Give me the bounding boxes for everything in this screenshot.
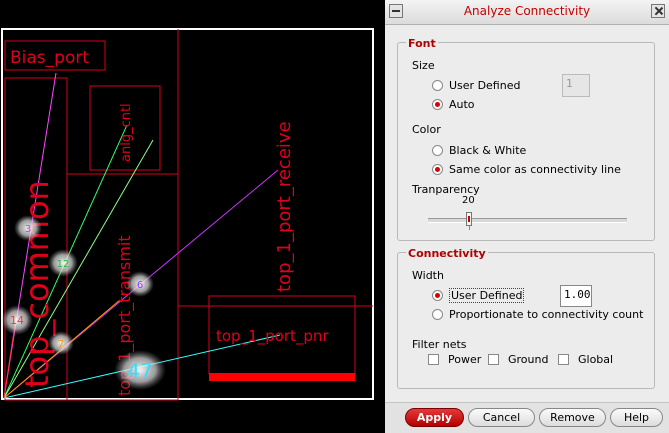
window-menu-icon[interactable] [389,4,403,18]
slider-tick [469,226,470,230]
cancel-button[interactable]: Cancel [468,408,535,427]
filter-power-checkbox[interactable] [428,354,439,365]
width-label: Width [412,269,444,282]
close-icon[interactable] [651,4,665,18]
analyze-connectivity-dialog: Analyze Connectivity Font Size User Defi… [385,0,669,433]
transparency-label: Tranparency [412,183,480,196]
filter-nets-label: Filter nets [412,338,467,351]
width-proportionate-label[interactable]: Proportionate to connectivity count [449,308,644,321]
count-badge-47[interactable]: 47 [114,350,166,390]
filter-power-label[interactable]: Power [448,353,482,366]
filter-global-label[interactable]: Global [578,353,614,366]
size-auto-label[interactable]: Auto [449,98,475,111]
count-badge-7[interactable]: 7 [48,331,74,355]
font-section-title: Font [406,37,438,50]
width-value-field[interactable]: 1.00 [560,285,592,307]
help-button[interactable]: Help [610,408,663,427]
size-user-defined-radio[interactable] [432,80,443,91]
bias-port-box [4,40,106,71]
net-line-lightgreen [3,139,154,399]
dialog-title: Analyze Connectivity [463,4,591,18]
top-transmit-box [66,173,179,401]
transparency-slider-track[interactable] [428,218,627,223]
color-bw-label[interactable]: Black & White [449,144,527,157]
width-user-defined-label[interactable]: User Defined [449,288,525,303]
filter-ground-checkbox[interactable] [488,354,499,365]
font-group: Font Size User Defined 1 Auto Color Blac… [397,37,655,241]
anlg-cntl-box [89,85,161,171]
canvas-frame [1,28,374,400]
color-same-radio[interactable] [432,164,443,175]
count-badge-6[interactable]: 6 [126,271,154,297]
filter-ground-label[interactable]: Ground [508,353,549,366]
connectivity-section-title: Connectivity [406,247,488,260]
count-badge-12[interactable]: 12 [48,249,78,277]
width-user-defined-radio[interactable] [432,290,443,301]
label-bias-port: Bias_port [10,48,89,68]
label-top-common: top_common [18,180,56,388]
transparency-value: 20 [462,195,475,206]
label-top-1-port-receive: top_1_port_receive [274,121,295,292]
size-auto-radio[interactable] [432,99,443,110]
layout-canvas[interactable]: Bias_port anlg_cntl top_1_port_receive t… [0,0,385,433]
count-badge-3[interactable]: 3 [14,215,42,241]
color-same-label[interactable]: Same color as connectivity line [449,163,621,176]
color-bw-radio[interactable] [432,145,443,156]
width-proportionate-radio[interactable] [432,309,443,320]
label-top-1-port-pnr: top_1_port_pnr [216,327,329,346]
filter-global-checkbox[interactable] [558,354,569,365]
label-anlg-cntl: anlg_cntl [119,103,134,162]
size-value-field[interactable]: 1 [562,74,590,97]
apply-button[interactable]: Apply [405,408,464,427]
transparency-slider-thumb[interactable] [466,212,472,226]
layout-view: Bias_port anlg_cntl top_1_port_receive t… [1,28,374,401]
count-badge-14-text: 14 [10,314,24,327]
count-badge-7-text: 7 [58,339,64,350]
size-user-defined-label[interactable]: User Defined [449,79,521,92]
remove-button[interactable]: Remove [539,408,606,427]
count-badge-47-text: 47 [127,359,152,383]
button-bar: Apply Cancel Remove Help [385,402,669,433]
pnr-bar [209,373,355,381]
title-bar[interactable]: Analyze Connectivity [385,0,669,25]
count-badge-12-text: 12 [57,259,70,270]
color-label: Color [412,123,441,136]
connectivity-group: Connectivity Width User Defined 1.00 Pro… [397,247,655,389]
count-badge-3-text: 3 [25,224,31,235]
size-label: Size [412,59,435,72]
count-badge-6-text: 6 [137,280,143,291]
count-badge-14[interactable]: 14 [1,305,33,335]
